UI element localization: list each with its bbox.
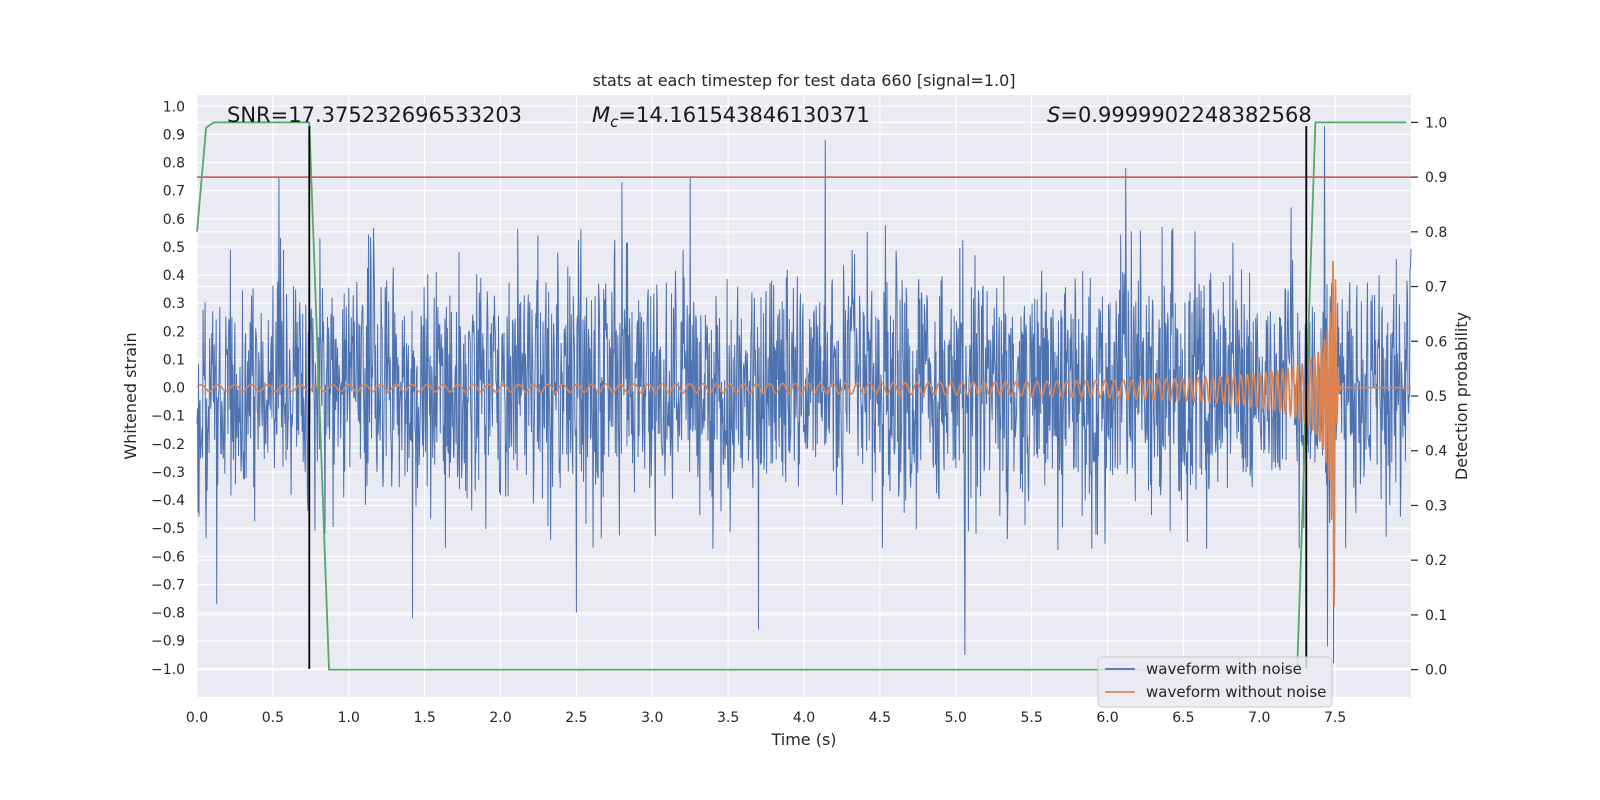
x-tick-label: 4.0 <box>793 710 815 726</box>
y-tick-label: 0.9 <box>163 127 185 143</box>
y-tick-label: 0.0 <box>163 381 185 397</box>
y-tick-label: −0.1 <box>151 409 185 425</box>
legend-box <box>1097 656 1333 708</box>
y2-axis-title: Detection probability <box>1452 312 1471 480</box>
y-tick-label: −0.2 <box>151 437 185 453</box>
y-tick-label: 0.7 <box>163 184 185 200</box>
y-tick-label: −0.9 <box>151 634 185 650</box>
snr-annotation: SNR=17.375232696533203 <box>227 103 522 127</box>
axes: 0.0 0.5 1.0 1.5 2.0 2.5 3.0 3.5 4.0 4.5 5.0 5.5 6.0 6… <box>151 99 1447 726</box>
y2-tick-label: 0.6 <box>1425 334 1447 350</box>
x-tick-label: 6.0 <box>1096 710 1118 726</box>
x-tick-label: 3.0 <box>641 710 663 726</box>
significance-value: =0.9999902248382568 <box>1060 103 1311 127</box>
y-axis-title: Whitened strain <box>121 332 140 459</box>
chirp-mass-symbol: M <box>592 103 610 127</box>
y-tick-label: 0.1 <box>163 352 185 368</box>
y-tick-label: 0.3 <box>163 296 185 312</box>
x-tick-label: 7.5 <box>1324 710 1346 726</box>
x-tick-label: 3.5 <box>717 710 739 726</box>
x-tick-label: 7.0 <box>1248 710 1270 726</box>
y2-tick-label: 0.9 <box>1425 170 1447 186</box>
y-tick-label: 0.6 <box>163 212 185 228</box>
series-layer <box>196 121 1412 671</box>
y-tick-label: −0.6 <box>151 549 185 565</box>
legend-label-noise: waveform with noise <box>1146 660 1302 678</box>
x-tick-label: 5.0 <box>945 710 967 726</box>
x-tick-label: 0.0 <box>186 710 208 726</box>
y-tick-label: −0.5 <box>151 521 185 537</box>
y-tick-label: 0.8 <box>163 156 185 172</box>
y-tick-label: 0.2 <box>163 324 185 340</box>
y2-tick-label: 0.7 <box>1425 280 1447 296</box>
y2-tick-label: 0.0 <box>1425 663 1447 679</box>
vertical-markers <box>308 125 1308 669</box>
y-tick-label: −1.0 <box>151 662 185 678</box>
x-tick-label: 2.0 <box>489 710 511 726</box>
legend: waveform with noise waveform without noi… <box>1097 656 1333 708</box>
y-tick-label: 1.0 <box>163 99 185 115</box>
x-tick-label: 0.5 <box>262 710 284 726</box>
x-tick-label: 1.0 <box>338 710 360 726</box>
chirp-mass-subscript: c <box>610 113 619 131</box>
chirp-mass-annotation: Mc=14.161543846130371 <box>592 103 870 131</box>
y2-tick-label: 0.1 <box>1425 608 1447 624</box>
significance-symbol: S <box>1047 103 1060 127</box>
y2-tick-label: 0.4 <box>1425 444 1447 460</box>
y-tick-label: 0.4 <box>163 268 185 284</box>
series-waveform-without-noise <box>196 260 1411 606</box>
x-axis-title: Time (s) <box>770 730 836 749</box>
series-waveform-with-noise <box>196 125 1412 664</box>
legend-label-clean: waveform without noise <box>1146 683 1326 701</box>
y-tick-label: 0.5 <box>163 240 185 256</box>
x-tick-label: 5.5 <box>1020 710 1042 726</box>
y2-tick-label: 0.3 <box>1425 498 1447 514</box>
y-tick-label: −0.7 <box>151 577 185 593</box>
y-tick-label: −0.4 <box>151 493 185 509</box>
x-tick-label: 2.5 <box>565 710 587 726</box>
y2-tick-label: 0.2 <box>1425 553 1447 569</box>
chart-title: stats at each timestep for test data 660… <box>592 71 1015 90</box>
y-tick-label: −0.8 <box>151 606 185 622</box>
x-tick-label: 4.5 <box>869 710 891 726</box>
x-tick-label: 1.5 <box>413 710 435 726</box>
chirp-mass-value: =14.161543846130371 <box>618 103 869 127</box>
series-detection-probability <box>196 121 1407 671</box>
significance-annotation: S=0.9999902248382568 <box>1047 103 1312 127</box>
y2-tick-label: 1.0 <box>1425 115 1447 131</box>
y2-tick-label: 0.8 <box>1425 225 1447 241</box>
y2-tick-label: 0.5 <box>1425 389 1447 405</box>
x-tick-label: 6.5 <box>1172 710 1194 726</box>
y-tick-label: −0.3 <box>151 465 185 481</box>
